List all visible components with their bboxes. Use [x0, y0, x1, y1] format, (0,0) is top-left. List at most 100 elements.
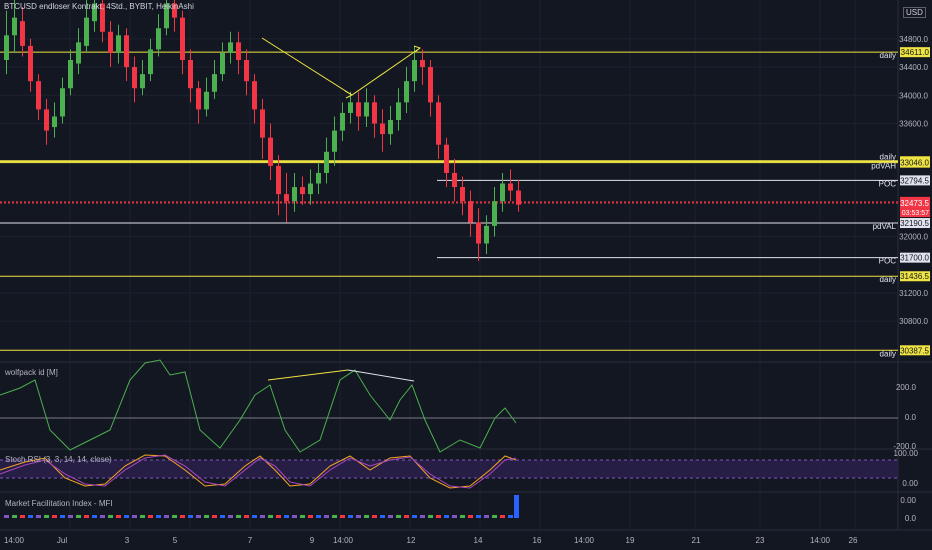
drawings-layer[interactable] — [261, 37, 422, 99]
time-tick: 23 — [756, 536, 765, 545]
candle-body[interactable] — [300, 187, 305, 195]
candle-body[interactable] — [228, 42, 233, 53]
candle-body[interactable] — [284, 194, 289, 202]
candle-body[interactable] — [20, 21, 25, 46]
candle-body[interactable] — [356, 102, 361, 117]
candle-body[interactable] — [220, 52, 225, 75]
candle-body[interactable] — [36, 81, 41, 110]
candle-body[interactable] — [420, 60, 425, 68]
candle-body[interactable] — [204, 91, 209, 110]
candle-body[interactable] — [124, 35, 129, 68]
pane-backgrounds — [0, 0, 932, 531]
mfi-bar — [84, 515, 89, 518]
stoch-tick: 100.00 — [894, 449, 919, 458]
price-label: 31436.5 — [900, 272, 929, 281]
candle-body[interactable] — [268, 137, 273, 166]
candle-body[interactable] — [372, 102, 377, 124]
candle-body[interactable] — [140, 74, 145, 89]
candle-body[interactable] — [324, 151, 329, 173]
candle-body[interactable] — [172, 3, 177, 18]
mfi-bar — [276, 515, 281, 518]
mfi-bar — [252, 515, 257, 518]
candle-body[interactable] — [412, 60, 417, 82]
candle-body[interactable] — [452, 172, 457, 188]
level-tag-daily: daily — [880, 152, 896, 161]
candle-body[interactable] — [148, 49, 153, 75]
mfi-bar — [244, 515, 249, 518]
candle-body[interactable] — [4, 35, 9, 60]
mfi-bar — [332, 515, 337, 518]
candle-body[interactable] — [348, 102, 353, 113]
candle-body[interactable] — [332, 130, 337, 152]
candle-body[interactable] — [380, 123, 385, 135]
candle-body[interactable] — [196, 88, 201, 110]
candle-body[interactable] — [60, 88, 65, 117]
price-tick: 34400.0 — [899, 63, 928, 72]
mfi-bar — [260, 515, 265, 518]
candle-body[interactable] — [340, 112, 345, 131]
countdown-label: 03:53:57 — [902, 210, 929, 217]
candle-body[interactable] — [404, 81, 409, 103]
divergence-line-osc[interactable] — [267, 369, 349, 381]
currency-selector[interactable]: USD — [903, 7, 926, 18]
divergence-line-price[interactable] — [261, 37, 421, 96]
time-tick: 9 — [310, 536, 315, 545]
candle-body[interactable] — [76, 42, 81, 64]
candle-body[interactable] — [188, 60, 193, 89]
mfi-bar — [148, 515, 153, 518]
candle-body[interactable] — [484, 225, 489, 244]
mfi-bar — [468, 515, 473, 518]
candle-body[interactable] — [508, 183, 513, 191]
candle-body[interactable] — [468, 201, 473, 223]
candle-body[interactable] — [180, 17, 185, 61]
candle-body[interactable] — [236, 42, 241, 60]
time-tick: 26 — [849, 536, 858, 545]
mfi-bar — [172, 515, 177, 518]
mfi-bar — [300, 515, 305, 518]
time-tick: 12 — [407, 536, 416, 545]
candle-body[interactable] — [44, 109, 49, 131]
candle-body[interactable] — [316, 172, 321, 184]
candle-body[interactable] — [308, 183, 313, 195]
candle-body[interactable] — [156, 28, 161, 50]
price-label: 34611.0 — [901, 48, 930, 57]
candle-body[interactable] — [500, 183, 505, 202]
candle-body[interactable] — [212, 74, 217, 92]
divergence-line-osc[interactable] — [347, 369, 415, 382]
candle-body[interactable] — [276, 165, 281, 195]
candle-body[interactable] — [100, 3, 105, 32]
stoch-band — [0, 460, 898, 478]
price-label: 33046.0 — [900, 159, 929, 168]
candle-body[interactable] — [12, 17, 17, 36]
candle-body[interactable] — [444, 144, 449, 173]
mfi-bar — [212, 515, 217, 518]
candle-body[interactable] — [492, 201, 497, 226]
candle-body[interactable] — [516, 190, 521, 205]
candle-body[interactable] — [388, 120, 393, 135]
mfi-bar — [404, 515, 409, 518]
candle-body[interactable] — [476, 222, 481, 244]
candle-body[interactable] — [436, 102, 441, 145]
candle-body[interactable] — [364, 102, 369, 117]
candle-body[interactable] — [396, 102, 401, 120]
candle-body[interactable] — [260, 109, 265, 138]
candle-body[interactable] — [28, 45, 33, 82]
candle-body[interactable] — [428, 67, 433, 103]
candle-body[interactable] — [116, 35, 121, 53]
candle-body[interactable] — [84, 17, 89, 46]
candle-body[interactable] — [132, 67, 137, 89]
wolfpack-label: wolfpack id [M] — [4, 368, 58, 377]
candles-layer[interactable] — [4, 0, 521, 262]
candle-body[interactable] — [92, 3, 97, 22]
candle-body[interactable] — [460, 187, 465, 202]
candle-body[interactable] — [164, 3, 169, 29]
candle-body[interactable] — [244, 60, 249, 82]
candle-body[interactable] — [68, 60, 73, 89]
candle-body[interactable] — [292, 187, 297, 202]
price-label-box — [900, 271, 930, 282]
candle-body[interactable] — [52, 116, 57, 128]
mfi-bar — [484, 515, 489, 518]
mfi-bar — [132, 515, 137, 518]
candle-body[interactable] — [108, 31, 113, 53]
candle-body[interactable] — [252, 81, 257, 110]
